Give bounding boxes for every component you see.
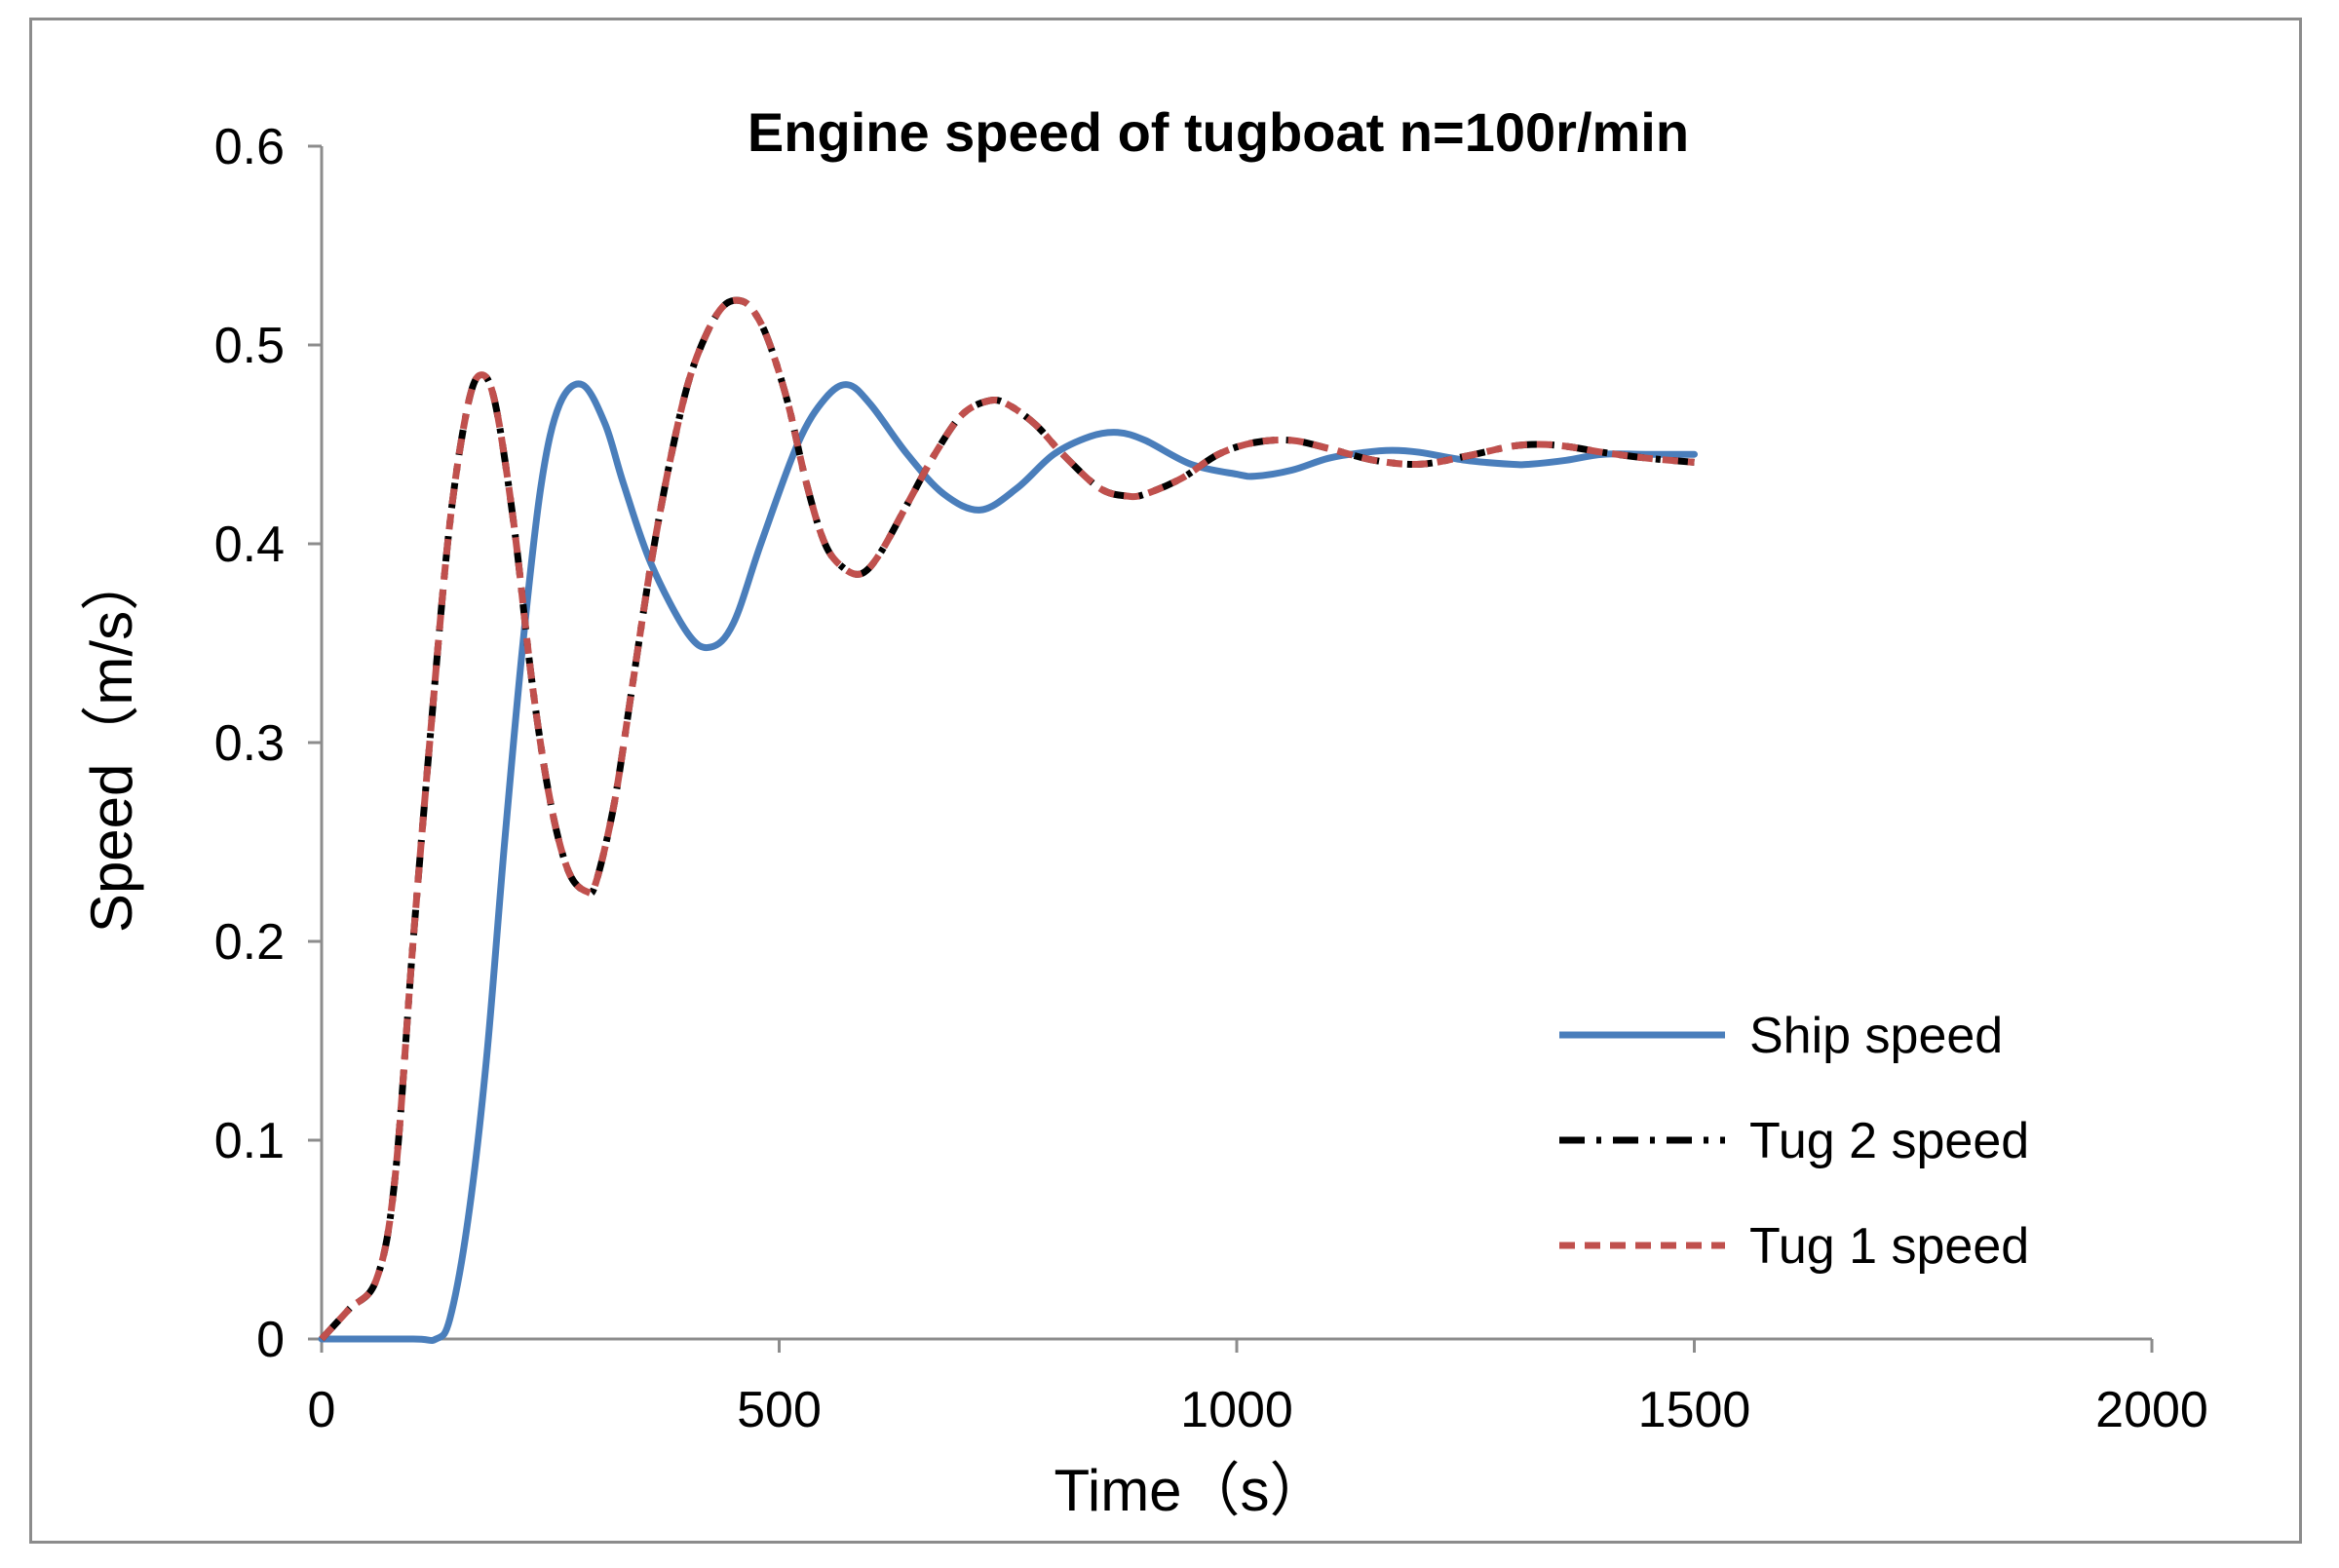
y-tick-label: 0.3 (214, 715, 285, 772)
y-tick-label: 0 (256, 1312, 285, 1368)
chart-title: Engine speed of tugboat n=100r/min (748, 101, 1689, 163)
series-line-ship-speed (318, 380, 1698, 1344)
legend-label: Ship speed (1749, 1008, 2003, 1064)
y-ticks: 0 0.1 0.2 0.3 0.4 0.5 0.6 (214, 119, 322, 1368)
y-tick-label: 0.5 (214, 318, 285, 374)
x-tick-label: 2000 (2095, 1382, 2208, 1438)
y-tick-label: 0.2 (214, 914, 285, 971)
x-tick-label: 1500 (1638, 1382, 1751, 1438)
y-tick-label: 0.1 (214, 1113, 285, 1169)
legend-label: Tug 2 speed (1749, 1113, 2029, 1169)
x-tick-label: 0 (308, 1382, 336, 1438)
legend-label: Tug 1 speed (1749, 1218, 2029, 1275)
y-tick-label: 0.4 (214, 516, 285, 573)
series-line-tug-2-speed (319, 296, 1695, 1342)
x-tick-label: 500 (737, 1382, 822, 1438)
x-tick-label: 1000 (1180, 1382, 1293, 1438)
x-axis-title: Time（s） (1054, 1458, 1327, 1523)
legend: Ship speed Tug 2 speed Tug 1 speed (1559, 1008, 2029, 1275)
x-ticks: 0 500 1000 1500 2000 (308, 1339, 2208, 1438)
series-line-tug-1-speed (319, 296, 1695, 1342)
chart-frame (29, 18, 2302, 1544)
series-group (318, 296, 1698, 1344)
y-tick-label: 0.6 (214, 119, 285, 175)
y-axis-title: Speed（m/s） (79, 553, 144, 933)
